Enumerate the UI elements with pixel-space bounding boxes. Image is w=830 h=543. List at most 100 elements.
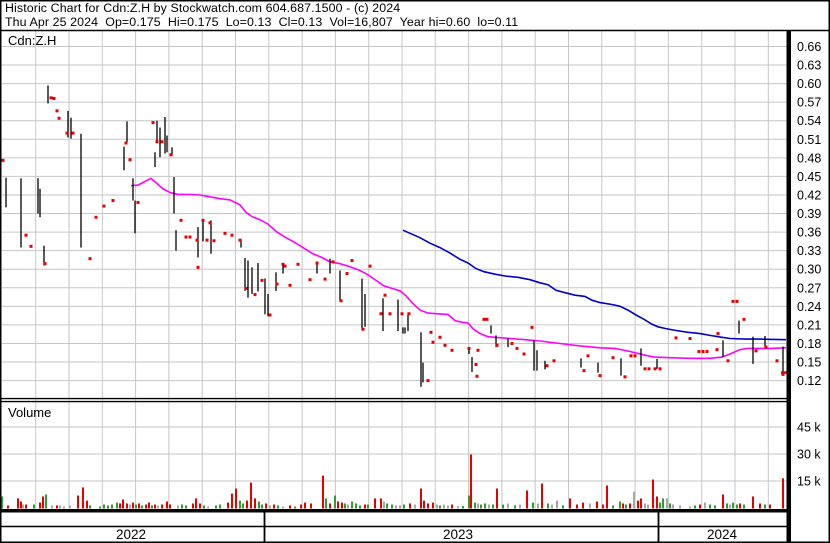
close-dot [196, 265, 200, 269]
volume-bar [403, 504, 405, 509]
close-dot [128, 158, 132, 162]
volume-bar [602, 504, 604, 509]
close-dot [57, 116, 61, 120]
volume-bar [1, 496, 3, 509]
volume-bar [89, 505, 91, 509]
volume-bar [166, 501, 168, 509]
volume-bar [551, 504, 553, 509]
volume-bar [239, 500, 241, 509]
ma-long-line [402, 229, 787, 341]
close-dot [781, 372, 785, 376]
close-dot [383, 293, 387, 297]
close-dot [283, 264, 287, 268]
volume-bar [250, 482, 252, 509]
close-dot [71, 131, 75, 135]
volume-bar [622, 503, 624, 509]
close-dot [268, 313, 272, 317]
volume-bar [258, 501, 260, 509]
volume-bar [569, 498, 571, 509]
volume-bar [7, 505, 9, 509]
volume-bar [659, 502, 661, 509]
price-tick-label: 0.51 [797, 133, 821, 147]
close-dot [238, 238, 242, 242]
volume-bars [1, 454, 784, 509]
volume-bar [474, 502, 476, 509]
volume-bar [457, 505, 459, 509]
volume-bar [116, 502, 118, 509]
volume-bar [45, 494, 47, 509]
close-dot [361, 327, 365, 331]
volume-pane-label: Volume [8, 405, 51, 420]
price-tick-label: 0.66 [797, 40, 821, 54]
volume-bar [625, 504, 627, 509]
close-dot [281, 262, 285, 266]
volume-bar [63, 506, 65, 509]
volume-bar [386, 503, 388, 509]
close-dot [223, 231, 227, 235]
volume-bar [547, 503, 549, 509]
close-dot [674, 336, 678, 340]
volume-bar [195, 498, 197, 509]
price-tick-label: 0.60 [797, 77, 821, 91]
volume-bar [468, 495, 470, 509]
volume-bar [151, 505, 153, 509]
volume-bar [294, 506, 296, 509]
volume-bar [582, 502, 584, 509]
close-dot [515, 346, 519, 350]
year-label: 2022 [116, 527, 146, 542]
volume-bar [423, 500, 425, 509]
close-dot [705, 350, 709, 354]
close-dot [697, 350, 701, 354]
volume-bar [138, 503, 140, 509]
close-dot [52, 96, 56, 100]
volume-bar [157, 505, 159, 509]
close-dot [94, 215, 98, 219]
volume-bar [443, 504, 445, 509]
close-dot [764, 345, 768, 349]
volume-bar [227, 502, 229, 509]
volume-bar [562, 505, 564, 509]
price-tick-label: 0.15 [797, 356, 821, 370]
volume-bar [606, 485, 608, 509]
volume-bar [704, 502, 706, 509]
close-dot [208, 221, 212, 225]
close-dot [522, 352, 526, 356]
volume-bar [644, 503, 646, 509]
volume-bar [596, 501, 598, 509]
close-dot [653, 367, 657, 371]
close-dot [450, 348, 454, 352]
volume-bar [329, 503, 331, 509]
volume-bar [669, 503, 671, 509]
volume-bar [282, 506, 284, 509]
volume-bar [484, 503, 486, 509]
close-dot [260, 278, 264, 282]
volume-bar [215, 505, 217, 509]
close-dot [184, 235, 188, 239]
volume-bar [743, 504, 745, 509]
volume-bar [341, 502, 343, 509]
volume-bar [666, 498, 668, 509]
volume-bar [347, 504, 349, 509]
volume-bar [42, 496, 44, 509]
close-dot [179, 218, 183, 222]
volume-bar [33, 504, 35, 509]
volume-bottom-border [0, 509, 791, 513]
volume-bar [399, 505, 401, 509]
volume-bar [496, 488, 498, 509]
volume-bar [265, 503, 267, 509]
close-dot [545, 364, 549, 368]
volume-bar [82, 487, 84, 509]
volume-bar [135, 504, 137, 509]
volume-bar [492, 504, 494, 509]
close-dot [611, 356, 615, 360]
volume-bar [652, 479, 654, 509]
volume-bar [764, 504, 766, 509]
price-tick-label: 0.24 [797, 300, 821, 314]
close-dot [244, 286, 248, 290]
volume-bar [185, 505, 187, 509]
price-tick-label: 0.27 [797, 281, 821, 295]
close-dot [629, 354, 633, 358]
volume-bar [269, 505, 271, 509]
close-dots [1, 96, 785, 383]
volume-bar [59, 505, 61, 509]
